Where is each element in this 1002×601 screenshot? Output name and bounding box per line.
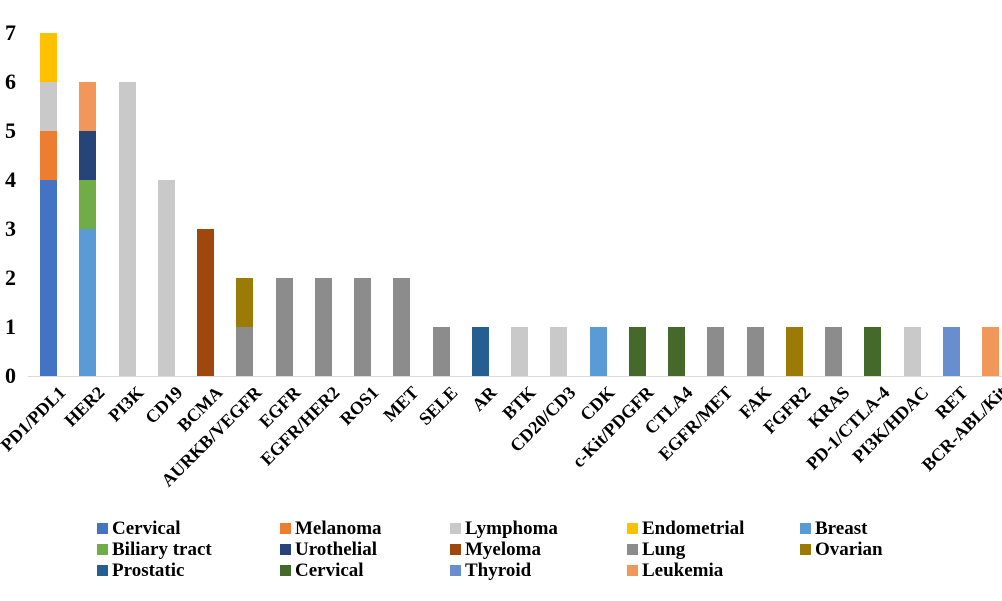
bar-segment	[158, 180, 175, 376]
legend-item: Melanoma	[280, 517, 382, 539]
legend-swatch-icon	[800, 522, 811, 534]
legend-swatch-icon	[97, 522, 108, 534]
x-category-label: AR	[468, 382, 501, 415]
legend-item: Leukemia	[627, 559, 724, 581]
x-category-label: SELE	[414, 382, 462, 429]
x-category-label: ROS1	[336, 382, 383, 429]
bar-segment	[40, 33, 57, 82]
bar-segment	[79, 82, 96, 131]
bar-segment	[943, 327, 960, 376]
bar-segment	[79, 180, 96, 229]
bar-segment	[79, 229, 96, 376]
legend-label: Lung	[642, 538, 686, 560]
bar-segment	[79, 131, 96, 180]
bar-segment	[40, 180, 57, 376]
legend-swatch-icon	[280, 564, 291, 576]
x-category-label: PI3K	[104, 382, 148, 426]
bar-segment	[747, 327, 764, 376]
legend-label: Myeloma	[465, 538, 541, 560]
legend-label: Cervical	[112, 517, 181, 539]
bar-segment	[825, 327, 842, 376]
legend-item: Lymphoma	[450, 517, 558, 539]
y-tick-label: 0	[5, 363, 16, 388]
legend-swatch-icon	[280, 522, 291, 534]
legend-label: Prostatic	[112, 559, 185, 581]
bar-segment	[511, 327, 528, 376]
bar-segment	[40, 131, 57, 180]
legend-swatch-icon	[97, 564, 108, 576]
legend-item: Biliary tract	[97, 538, 212, 560]
bar-segment	[707, 327, 724, 376]
bar-segment	[982, 327, 999, 376]
legend-label: Breast	[815, 517, 868, 539]
legend-item: Prostatic	[97, 559, 185, 581]
bar-segment	[629, 327, 646, 376]
legend-label: Cervical	[295, 559, 364, 581]
legend-swatch-icon	[450, 522, 461, 534]
legend-swatch-icon	[627, 522, 638, 534]
legend-label: Biliary tract	[112, 538, 212, 560]
bar-segment	[354, 278, 371, 376]
bar-segment	[550, 327, 567, 376]
y-tick-label: 6	[5, 69, 16, 94]
bar-segment	[433, 327, 450, 376]
legend-label: Endometrial	[642, 517, 745, 539]
legend-label: Thyroid	[465, 559, 532, 581]
legend-swatch-icon	[800, 543, 811, 555]
y-tick-label: 5	[5, 118, 16, 143]
bar-segment	[276, 278, 293, 376]
bar-segment	[119, 82, 136, 376]
x-axis-line	[28, 376, 1002, 377]
legend-swatch-icon	[627, 564, 638, 576]
bar-segment	[904, 327, 921, 376]
bar-segment	[236, 278, 253, 327]
y-tick-label: 3	[5, 216, 16, 241]
legend-swatch-icon	[627, 543, 638, 555]
legend-label: Lymphoma	[465, 517, 558, 539]
legend-item: Urothelial	[280, 538, 377, 560]
y-tick-label: 1	[5, 314, 16, 339]
legend-item: Endometrial	[627, 517, 745, 539]
bar-segment	[197, 229, 214, 376]
legend-item: Cervical	[97, 517, 181, 539]
legend-item: Breast	[800, 517, 868, 539]
legend-item: Myeloma	[450, 538, 541, 560]
legend-label: Ovarian	[815, 538, 883, 560]
bar-segment	[40, 82, 57, 131]
x-category-label: HER2	[60, 382, 109, 431]
legend-item: Thyroid	[450, 559, 532, 581]
y-tick-label: 4	[5, 167, 16, 192]
legend-item: Lung	[627, 538, 686, 560]
bar-segment	[236, 327, 253, 376]
bar-segment	[393, 278, 410, 376]
bar-segment	[315, 278, 332, 376]
bar-segment	[668, 327, 685, 376]
legend-swatch-icon	[97, 543, 108, 555]
legend-swatch-icon	[450, 543, 461, 555]
legend-swatch-icon	[280, 543, 291, 555]
y-tick-label: 7	[5, 20, 16, 45]
legend-item: Ovarian	[800, 538, 883, 560]
legend-label: Melanoma	[295, 517, 382, 539]
x-category-label: PD1/PDL1	[0, 382, 69, 456]
y-tick-label: 2	[5, 265, 16, 290]
legend-swatch-icon	[450, 564, 461, 576]
bar-segment	[864, 327, 881, 376]
bar-segment	[786, 327, 803, 376]
legend-label: Leukemia	[642, 559, 724, 581]
bar-segment	[472, 327, 489, 376]
x-category-label: MET	[379, 382, 423, 426]
legend-label: Urothelial	[295, 538, 377, 560]
legend-item: Cervical	[280, 559, 364, 581]
bar-segment	[590, 327, 607, 376]
